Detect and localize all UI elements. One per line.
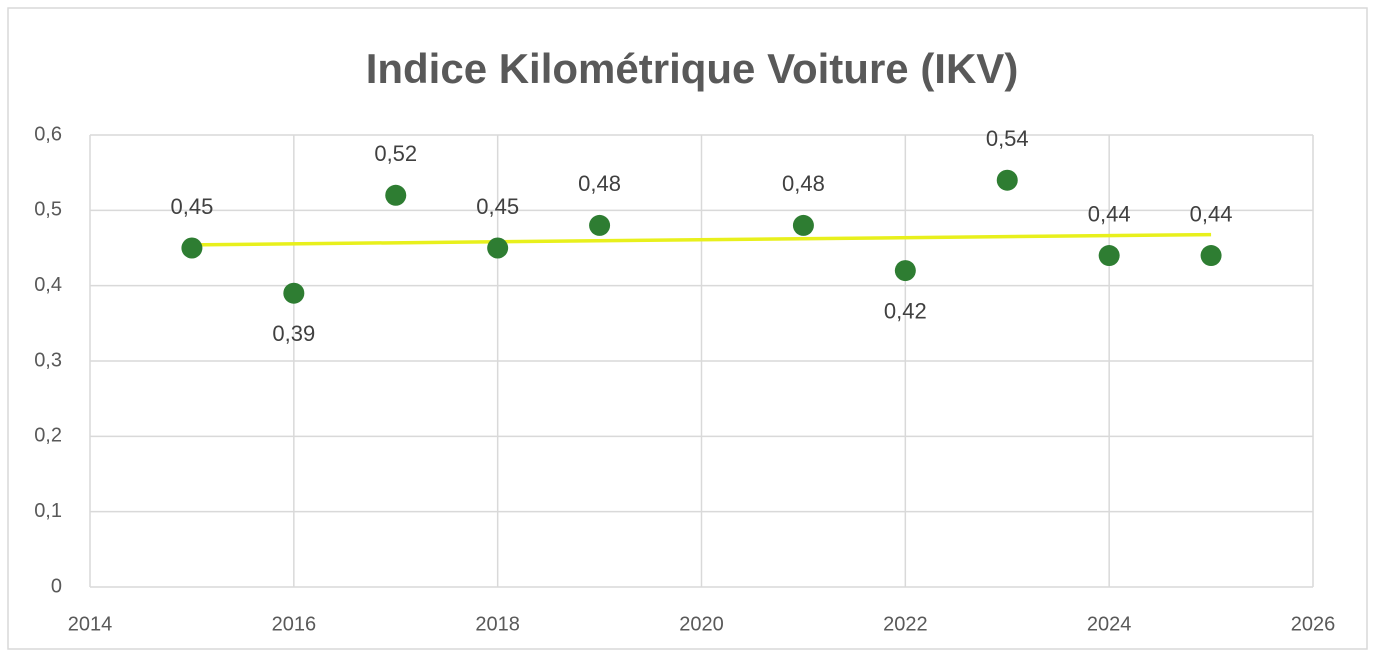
y-tick-label: 0,1 (34, 500, 62, 522)
point (283, 282, 305, 304)
data-label: 0,44 (1190, 201, 1233, 226)
y-tick-label: 0,6 (34, 123, 62, 145)
x-tick-label: 2024 (1087, 613, 1132, 635)
data-label: 0,42 (884, 298, 927, 323)
y-tick-label: 0,4 (34, 274, 62, 296)
point (487, 237, 509, 259)
y-tick-label: 0,2 (34, 425, 62, 447)
point (385, 184, 407, 206)
data-label: 0,52 (374, 141, 417, 166)
x-tick-label: 2018 (475, 613, 520, 635)
x-tick-label: 2026 (1291, 613, 1336, 635)
data-label: 0,45 (171, 194, 214, 219)
point (181, 237, 203, 259)
y-tick-label: 0 (51, 575, 62, 597)
data-label: 0,45 (476, 194, 519, 219)
x-tick-label: 2020 (679, 613, 724, 635)
data-label: 0,39 (272, 321, 315, 346)
y-tick-label: 0,3 (34, 349, 62, 371)
x-tick-label: 2014 (68, 613, 113, 635)
point (996, 169, 1018, 191)
chart-title: Indice Kilométrique Voiture (IKV) (366, 45, 1019, 92)
point (894, 260, 916, 282)
chart-frame (7, 7, 1368, 650)
data-label: 0,48 (782, 171, 825, 196)
trendline (191, 232, 1212, 247)
point (792, 214, 814, 236)
point (1200, 245, 1222, 267)
data-label: 0,54 (986, 126, 1029, 151)
point (589, 214, 611, 236)
data-label: 0,44 (1088, 201, 1131, 226)
point (1098, 245, 1120, 267)
x-tick-label: 2022 (883, 613, 928, 635)
x-tick-label: 2016 (272, 613, 317, 635)
y-tick-label: 0,5 (34, 199, 62, 221)
data-label: 0,48 (578, 171, 621, 196)
